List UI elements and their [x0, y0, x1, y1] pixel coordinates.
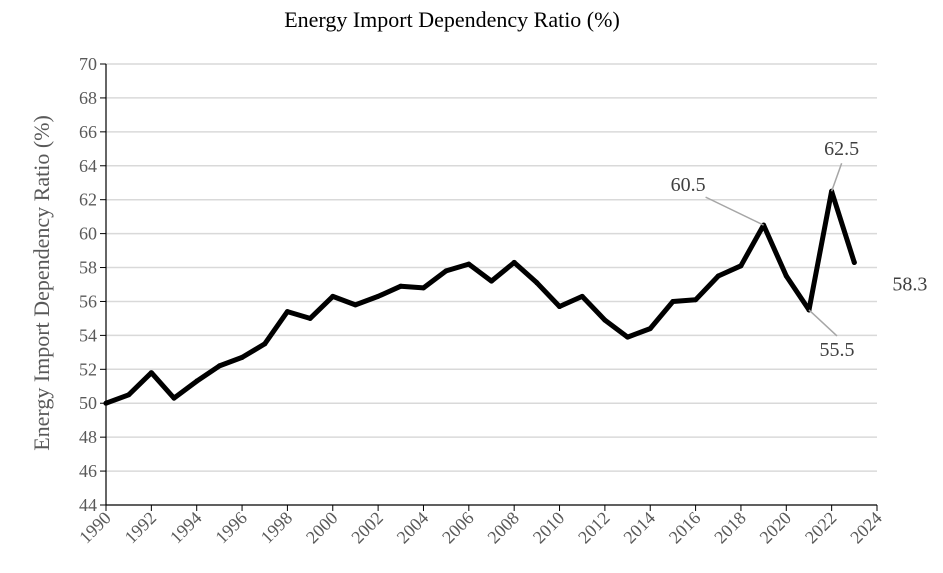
data-point: [466, 261, 472, 267]
chart-title: Energy Import Dependency Ratio (%): [284, 7, 620, 32]
gridlines: [106, 63, 877, 472]
x-tick-label: 2016: [665, 508, 705, 548]
data-point: [284, 309, 290, 315]
data-point: [148, 370, 154, 376]
data-point: [330, 293, 336, 299]
annotation-leader-line: [830, 162, 843, 192]
y-tick-label: 58: [79, 258, 97, 278]
x-tick-label: 1994: [166, 508, 206, 548]
data-point: [216, 363, 222, 369]
data-point: [557, 304, 563, 310]
data-point: [103, 400, 109, 406]
y-tick-label: 52: [79, 359, 97, 379]
data-point: [307, 315, 313, 321]
annotation-label: 60.5: [671, 174, 706, 196]
data-point: [352, 302, 358, 308]
y-tick-label: 54: [79, 325, 97, 345]
y-tick-label: 66: [79, 122, 97, 142]
axes: [100, 63, 878, 511]
y-tick-label: 48: [79, 427, 97, 447]
x-tick-label: 2022: [801, 508, 841, 548]
data-point: [534, 280, 540, 286]
x-tick-label: 2010: [529, 508, 569, 548]
data-point: [511, 259, 517, 265]
data-point: [194, 378, 200, 384]
y-tick-label: 64: [79, 156, 97, 176]
data-point: [489, 278, 494, 284]
annotations: 60.5 62.5 55.5 58.3: [671, 138, 928, 361]
y-tick-label: 46: [79, 461, 97, 481]
y-axis-label: Energy Import Dependency Ratio (%): [29, 115, 54, 451]
y-tick-label: 62: [79, 190, 97, 210]
y-tick-label: 68: [79, 88, 97, 108]
data-point: [670, 298, 676, 304]
x-tick-label: 2018: [710, 508, 750, 548]
data-point: [602, 317, 608, 323]
data-point: [851, 259, 857, 265]
data-point: [783, 273, 789, 279]
x-tick-label: 2006: [438, 508, 478, 548]
y-tick-label: 50: [79, 393, 97, 413]
data-point: [239, 354, 245, 360]
x-tick-label: 1998: [257, 508, 297, 548]
data-point: [420, 285, 426, 291]
x-tick-label: 2002: [347, 508, 387, 548]
data-point: [715, 273, 721, 279]
x-tick-label: 1996: [211, 508, 251, 548]
y-tick-label: 60: [79, 224, 97, 244]
data-point: [693, 297, 699, 303]
x-tick-label: 2014: [619, 508, 659, 548]
x-tick-label: 2000: [302, 508, 342, 548]
data-point: [262, 341, 268, 347]
data-point: [398, 283, 404, 289]
data-point: [647, 326, 653, 332]
data-point: [443, 268, 449, 274]
annotation-leader-line: [808, 309, 838, 337]
y-tick-label: 70: [79, 54, 97, 74]
data-point: [375, 293, 381, 299]
x-tick-label: 2020: [756, 508, 796, 548]
annotation-leader-line: [705, 196, 764, 226]
series-group: [103, 188, 857, 406]
x-tick-labels: 1990 1992 1994 1996 1998 2000 2002 2004 2006 2008…: [75, 508, 886, 548]
data-point: [579, 293, 585, 299]
data-point: [625, 334, 631, 340]
y-tick-labels: 44 46 48 50 52 54 56 58 60 62 64 66 68 70: [79, 54, 97, 515]
annotation-label: 58.3: [892, 273, 927, 295]
series-line: [103, 188, 857, 406]
data-point: [171, 395, 177, 401]
y-tick-label: 56: [79, 291, 97, 311]
x-tick-label: 1992: [121, 508, 161, 548]
x-tick-label: 2008: [483, 508, 523, 548]
y-tick-label: 44: [79, 495, 97, 515]
data-point: [126, 392, 132, 398]
annotation-label: 62.5: [824, 138, 859, 160]
x-tick-label: 2024: [846, 508, 886, 548]
annotation-label: 55.5: [819, 339, 854, 361]
x-tick-label: 2004: [393, 508, 433, 548]
data-point: [738, 263, 744, 269]
x-tick-label: 2012: [574, 508, 614, 548]
